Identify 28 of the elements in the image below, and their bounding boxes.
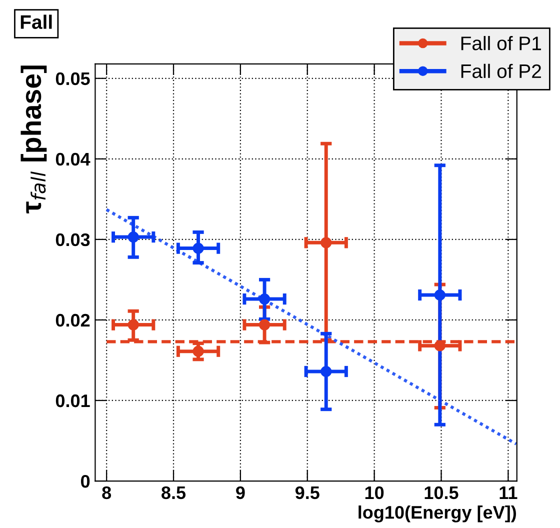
x-tick-label: 9.5 <box>295 486 320 500</box>
y-tick-label: 0.04 <box>56 152 90 166</box>
y-tick-label: 0.03 <box>56 233 90 246</box>
point <box>192 346 204 357</box>
y-tick-label: 0.01 <box>56 394 90 408</box>
point <box>192 242 204 254</box>
legend-label: Fall of P1 <box>461 36 541 50</box>
point <box>258 293 270 305</box>
chart-title: Fall <box>20 14 52 29</box>
y-axis-title: τ$_{fall}$ [phase] <box>20 66 47 214</box>
y-tick-label: 0.02 <box>56 314 90 327</box>
x-tick-label: 10 <box>365 486 384 500</box>
x-axis-title: log10(Energy [eV]) <box>358 505 516 522</box>
x-tick-label: 8.5 <box>162 486 186 500</box>
point <box>128 319 139 330</box>
x-tick-label: 9 <box>236 486 245 500</box>
legend-label: Fall of P2 <box>461 64 541 78</box>
point <box>320 237 332 248</box>
point <box>258 319 270 330</box>
point <box>128 231 139 243</box>
x-tick-label: 11 <box>500 486 518 499</box>
point <box>434 289 446 301</box>
x-tick-label: 10.5 <box>424 486 458 500</box>
point <box>320 366 332 378</box>
point <box>434 340 446 352</box>
x-tick-label: 8 <box>102 486 112 500</box>
y-tick-label: 0 <box>81 474 90 488</box>
y-tick-label: 0.05 <box>56 72 90 86</box>
